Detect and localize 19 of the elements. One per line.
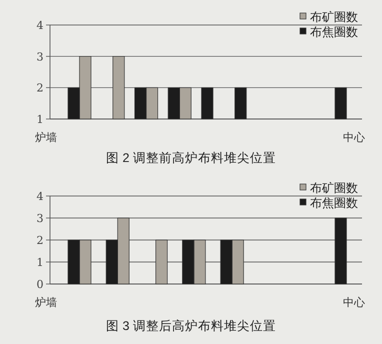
y-tick-label: 2 [36, 234, 44, 247]
y-tick-label: 3 [36, 212, 44, 225]
text: 炉墙 [35, 131, 57, 144]
legend-label: 布矿圈数 [310, 181, 358, 195]
y-tick-label: 2 [36, 82, 44, 95]
legend-label: 布矿圈数 [310, 10, 358, 24]
y-tick-label: 3 [36, 50, 44, 64]
y-tick-label: 4 [36, 190, 44, 203]
y-tick-label: 0 [36, 278, 44, 291]
y-tick-label: 1 [36, 113, 44, 126]
text: 图 3 调整后高炉布料堆尖位置 [106, 318, 276, 333]
legend-label: 布焦圈数 [310, 196, 358, 210]
y-tick-label: 4 [36, 19, 44, 32]
text: 中心 [343, 296, 365, 309]
legend-label: 布焦圈数 [310, 25, 358, 39]
text: 炉墙 [35, 296, 57, 309]
text: 图 2 调整前高炉布料堆尖位置 [106, 150, 276, 165]
text: 中心 [343, 131, 365, 144]
y-tick-label: 1 [36, 256, 44, 269]
